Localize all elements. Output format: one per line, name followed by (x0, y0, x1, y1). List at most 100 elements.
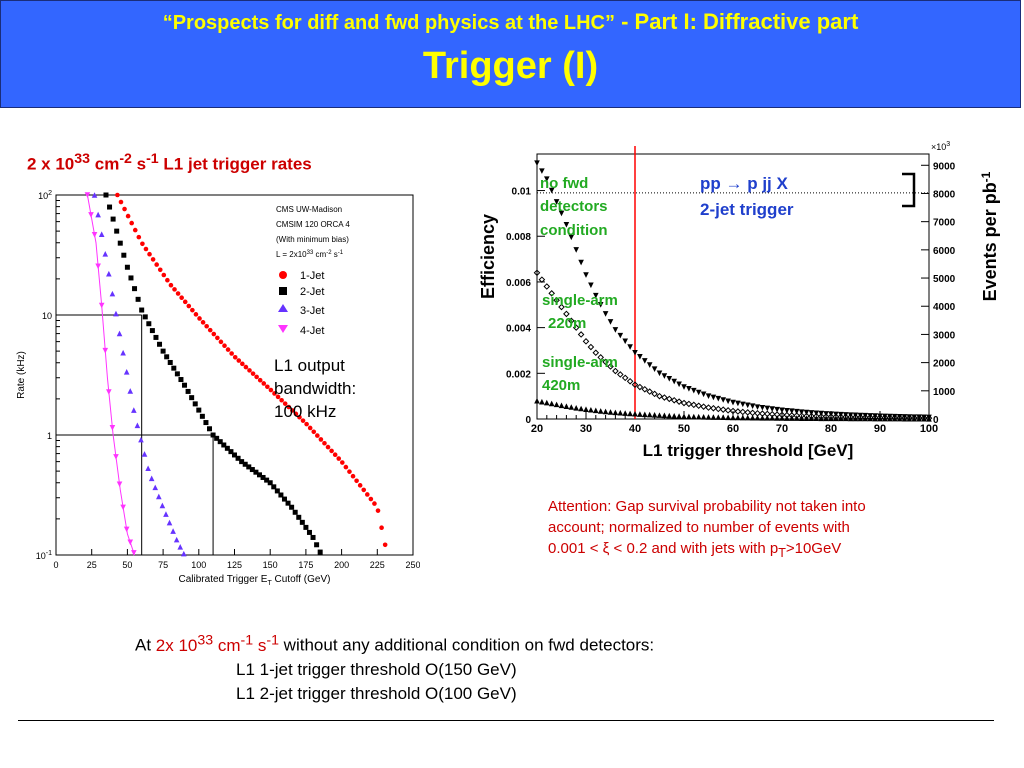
left-point-3-Jet (116, 330, 123, 337)
right-point-single-arm 220m (612, 367, 619, 375)
right-point-single-arm 420m (544, 399, 550, 406)
left-point-2-Jet (153, 334, 159, 340)
legend-marker-2jet (279, 287, 287, 295)
right-point-single-arm 220m (597, 354, 605, 361)
right-point-single-arm 220m (587, 343, 595, 351)
bandwidth-note-line3: 100 kHz (274, 402, 337, 421)
right-yl-tick-label: 0.01 (512, 187, 532, 198)
left-point-1-Jet (290, 408, 295, 413)
left-point-2-Jet (103, 192, 109, 198)
left-x-tick-label: 250 (405, 560, 420, 570)
left-point-2-Jet (271, 484, 277, 490)
left-point-2-Jet (110, 216, 116, 222)
right-point-single-arm 420m (789, 415, 795, 421)
left-x-tick-label: 0 (53, 560, 58, 570)
right-point-no fwd detectors condition (691, 387, 697, 394)
right-point-single-arm 220m (665, 395, 673, 403)
right-ylabel-right: Events per pb-1 (979, 171, 1000, 301)
attention-line3-post: >10GeV (785, 540, 842, 557)
right-point-no fwd detectors condition (637, 354, 643, 360)
left-point-3-Jet (148, 475, 155, 482)
right-point-single-arm 220m (695, 402, 703, 410)
left-point-3-Jet (106, 270, 112, 277)
right-x-tick-label: 50 (678, 423, 690, 435)
left-point-4-Jet (84, 192, 91, 198)
left-x-tick-label: 25 (87, 560, 97, 570)
right-x-tick-label: 90 (874, 423, 886, 435)
left-ylabel: Rate (kHz) (16, 351, 27, 399)
right-point-no fwd detectors condition (759, 404, 766, 411)
left-point-1-Jet (243, 364, 249, 370)
left-point-2-Jet (221, 442, 227, 448)
right-point-single-arm 220m (631, 381, 639, 389)
left-point-1-Jet (254, 374, 259, 380)
left-point-2-Jet (178, 377, 184, 383)
left-point-1-Jet (332, 452, 338, 458)
left-point-3-Jet (113, 310, 119, 317)
left-point-2-Jet (107, 204, 113, 210)
left-point-1-Jet (150, 257, 156, 262)
bottom-divider (18, 720, 994, 721)
left-point-2-Jet (260, 474, 266, 480)
left-point-2-Jet (196, 407, 202, 413)
left-point-3-Jet (152, 484, 159, 491)
left-point-2-Jet (256, 472, 262, 478)
right-point-single-arm 420m (896, 415, 903, 422)
lt-exp2: -2 (119, 151, 132, 167)
right-yr-tick-label: 2000 (933, 359, 956, 370)
right-point-single-arm 420m (901, 415, 908, 422)
left-point-3-Jet (120, 349, 126, 356)
right-point-single-arm 420m (842, 415, 849, 422)
left-point-1-Jet (122, 206, 127, 212)
left-point-1-Jet (204, 323, 209, 329)
legend-label-3jet: 3-Jet (300, 305, 324, 317)
left-point-3-Jet (156, 493, 162, 500)
label-nofwd-1: no fwd (540, 175, 588, 192)
left-point-2-Jet (289, 504, 295, 510)
left-point-1-Jet (193, 312, 199, 317)
left-point-3-Jet (123, 369, 130, 375)
left-point-1-Jet (257, 377, 263, 383)
left-point-1-Jet (250, 371, 256, 376)
right-point-single-arm 220m (616, 371, 624, 378)
left-point-2-Jet (314, 542, 320, 548)
right-point-single-arm 220m (656, 392, 663, 400)
left-point-1-Jet (154, 262, 159, 267)
right-point-single-arm 420m (754, 414, 761, 421)
right-point-single-arm 220m (641, 385, 649, 393)
right-point-single-arm 420m (818, 415, 824, 422)
header-title: “Prospects for diff and fwd physics at t… (1, 9, 1020, 35)
left-point-1-Jet (165, 277, 170, 283)
right-point-single-arm 420m (906, 415, 913, 422)
label-nofwd-3: condition (540, 222, 608, 239)
right-point-no fwd detectors condition (764, 405, 771, 412)
right-yr-tick-label: 3000 (933, 330, 956, 341)
left-point-1-Jet (275, 394, 281, 400)
right-point-single-arm 220m (572, 324, 580, 331)
right-point-single-arm 420m (607, 409, 614, 415)
left-chart-title: 2 x 1033 cm-2 s-1 L1 jet trigger rates (27, 151, 312, 175)
left-point-3-Jet (91, 192, 98, 198)
right-point-single-arm 220m (744, 409, 752, 416)
left-point-4-Jet (120, 504, 126, 511)
right-point-single-arm 220m (724, 407, 732, 414)
left-point-1-Jet (207, 327, 213, 333)
left-point-2-Jet (207, 426, 213, 432)
left-point-2-Jet (281, 496, 287, 502)
right-point-no fwd detectors condition (602, 311, 609, 317)
right-x-tick-label: 100 (920, 423, 938, 435)
left-point-3-Jet (134, 422, 141, 429)
right-point-single-arm 420m (833, 415, 839, 422)
left-point-3-Jet (181, 550, 187, 557)
right-point-single-arm 420m (813, 415, 820, 422)
left-point-2-Jet (285, 500, 291, 506)
right-point-single-arm 420m (784, 415, 790, 421)
left-x-tick-label: 150 (263, 560, 278, 570)
right-point-single-arm 420m (725, 414, 731, 421)
left-point-1-Jet (132, 227, 138, 233)
lt-post: L1 jet trigger rates (158, 154, 312, 174)
legend-label-1jet: 1-Jet (300, 270, 324, 282)
right-point-single-arm 220m (661, 394, 668, 401)
right-point-no fwd detectors condition (588, 282, 594, 289)
left-point-1-Jet (318, 437, 324, 442)
